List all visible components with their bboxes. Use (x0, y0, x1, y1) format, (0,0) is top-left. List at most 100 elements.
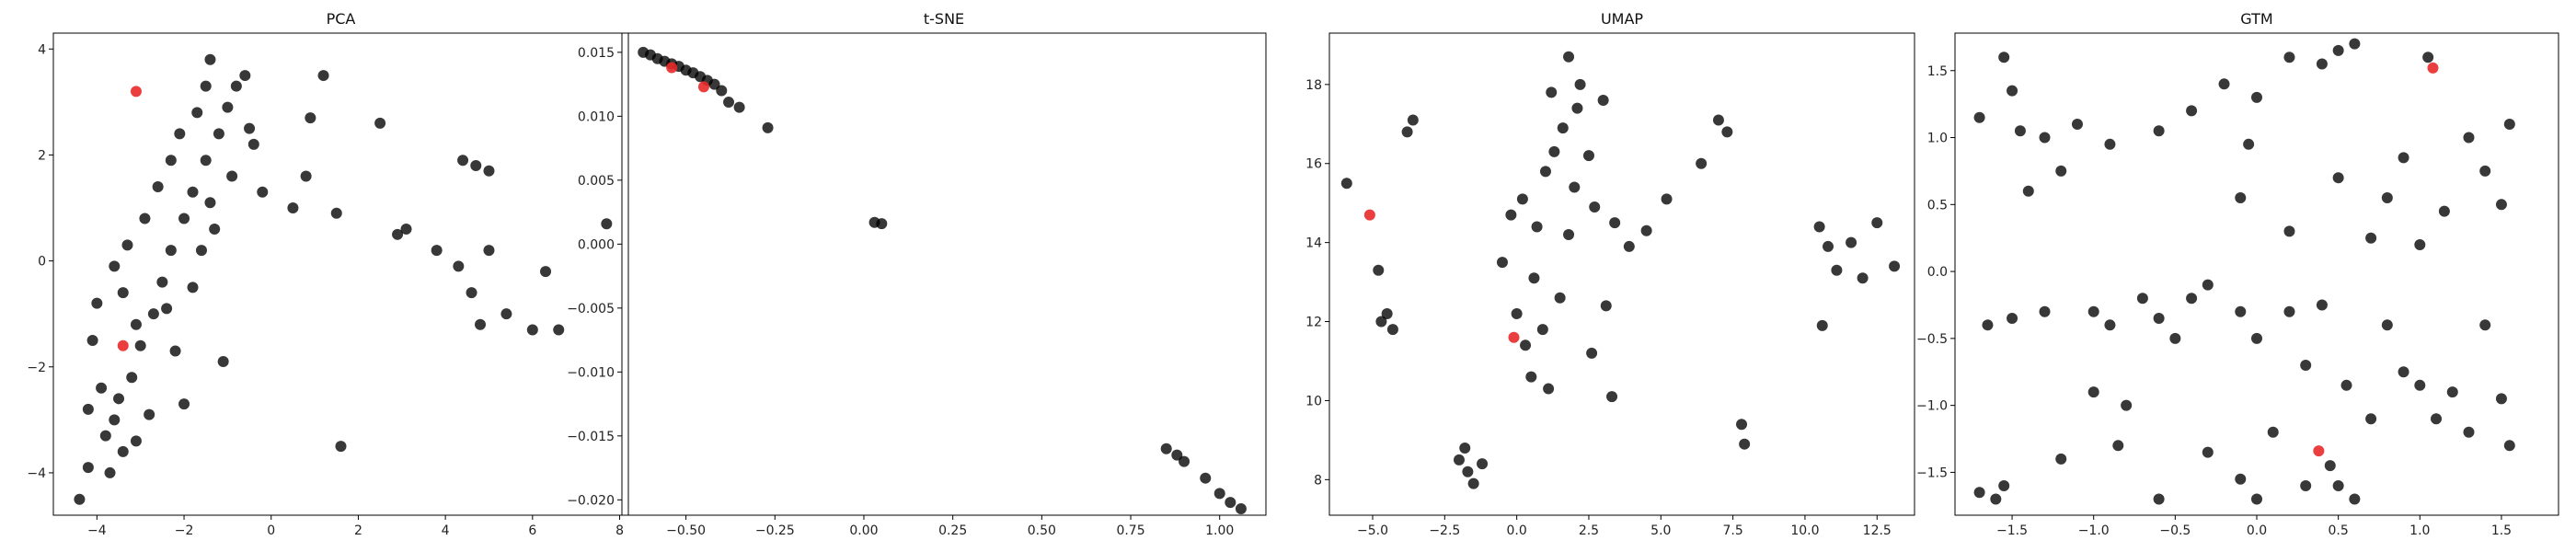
data-point (200, 155, 212, 167)
x-tick-label: −4 (87, 523, 107, 538)
data-point (2414, 238, 2426, 250)
data-point (733, 101, 745, 113)
data-point (1831, 264, 1843, 276)
data-point (230, 80, 242, 92)
data-point (2495, 393, 2507, 405)
data-point (2300, 359, 2312, 371)
x-tick-label: −1.5 (1996, 523, 2028, 538)
data-point (126, 372, 138, 384)
panel-title: t-SNE (924, 10, 964, 28)
data-point (1225, 497, 1236, 509)
data-point (2007, 85, 2018, 97)
data-point (1574, 78, 1586, 90)
data-point (1505, 209, 1517, 221)
x-tick-label: 1.00 (1205, 523, 1234, 538)
data-point (165, 245, 177, 257)
x-tick-label: −2.5 (1429, 523, 1460, 538)
panel-t-sne: t-SNE −0.50 −0.25 0.00 0.25 0.50 0.75 1.00 0.015… (567, 10, 1267, 538)
data-point (453, 260, 465, 272)
data-point (144, 408, 155, 420)
data-point (2332, 172, 2344, 184)
data-point (2340, 379, 2352, 391)
data-point (247, 138, 259, 150)
data-point (2349, 493, 2361, 505)
data-point (1340, 178, 1352, 190)
data-point (2169, 332, 2181, 344)
data-point (2055, 165, 2067, 177)
data-point (2365, 413, 2377, 425)
data-point (1462, 466, 1474, 477)
data-point (1531, 221, 1543, 233)
data-point (1721, 126, 1733, 138)
data-point (1982, 319, 1994, 331)
data-point (2503, 118, 2515, 130)
data-point (1554, 292, 1566, 304)
data-point (1516, 193, 1528, 205)
data-point (113, 393, 125, 405)
x-tick-label: 0.00 (849, 523, 878, 538)
y-tick-label: −0.020 (567, 493, 615, 508)
data-point (305, 112, 316, 124)
data-point (152, 180, 164, 192)
data-point (483, 245, 495, 257)
y-tick-label: 0.000 (578, 237, 615, 252)
y-tick-label: −0.005 (567, 302, 615, 316)
data-point (1496, 257, 1508, 269)
highlight-point (666, 62, 678, 74)
x-tick-label: 0.75 (1116, 523, 1144, 538)
data-point (1640, 224, 1652, 236)
data-point (2251, 332, 2262, 344)
x-tick-label: 5.0 (1650, 523, 1671, 538)
panel-pca: PCA −4 −2 0 2 4 6 8 −4 −2 0 2 4 (27, 10, 629, 538)
data-point (2104, 138, 2116, 150)
plot-frame (1328, 32, 1915, 516)
data-point (1563, 229, 1575, 241)
data-point (2495, 199, 2507, 211)
y-tick-label: −1.5 (1916, 466, 1948, 480)
data-point (2267, 426, 2279, 438)
data-point (374, 117, 386, 129)
x-tick-label: −0.5 (2159, 523, 2191, 538)
data-point (174, 128, 186, 140)
data-point (121, 239, 133, 251)
data-point (1160, 443, 1172, 454)
y-tick-label: 0.5 (1927, 198, 1948, 213)
data-point (2121, 399, 2133, 411)
data-point (2446, 386, 2458, 398)
data-point (1696, 157, 1708, 169)
data-point (204, 53, 216, 65)
highlight-point (2313, 445, 2325, 457)
data-point (2071, 118, 2083, 130)
data-point (213, 128, 224, 140)
data-point (2381, 319, 2393, 331)
data-point (400, 224, 412, 236)
data-point (134, 339, 146, 351)
data-point (1736, 419, 1748, 431)
data-point (178, 398, 190, 410)
data-point (2055, 453, 2067, 465)
data-point (716, 85, 728, 97)
data-point (1477, 458, 1489, 470)
highlight-point (1508, 331, 1520, 343)
data-point (1846, 236, 1857, 248)
highlight-point (117, 339, 129, 351)
data-point (117, 445, 129, 457)
data-point (1386, 324, 1398, 336)
data-point (187, 186, 199, 198)
data-point (117, 287, 129, 299)
data-point (1200, 472, 1212, 484)
data-point (244, 122, 256, 134)
data-point (300, 170, 312, 182)
data-point (2039, 305, 2051, 317)
data-point (2365, 232, 2377, 244)
data-point (708, 78, 720, 90)
data-point (178, 213, 190, 224)
data-point (1597, 95, 1609, 107)
data-point (1739, 438, 1751, 450)
data-point (2104, 319, 2116, 331)
highlight-point (697, 81, 709, 93)
y-tick-label: −2 (27, 361, 46, 375)
data-point (1401, 126, 1413, 138)
data-point (99, 430, 111, 442)
x-tick-label: 0.0 (2247, 523, 2267, 538)
